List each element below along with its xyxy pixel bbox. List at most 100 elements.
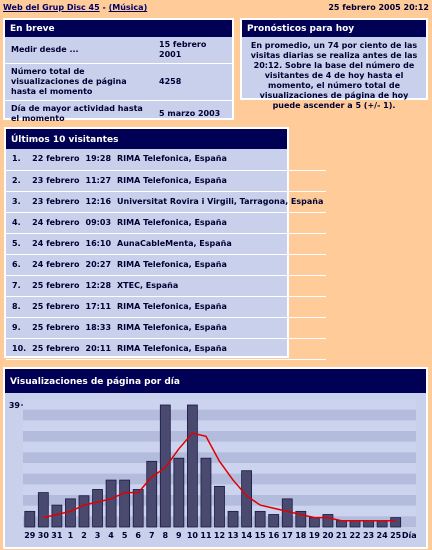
- x-tick-label: 20: [322, 531, 334, 540]
- bar: [376, 520, 388, 528]
- bar: [214, 485, 225, 528]
- visitor-date: 24 febrero: [29, 233, 83, 255]
- bar: [186, 404, 198, 528]
- plot-stripe: [23, 399, 416, 410]
- visitor-isp: AunaCableMenta, España: [114, 233, 327, 255]
- visitor-row: 1. 22 febrero 19:28 RIMA Telefonica, España: [6, 149, 327, 171]
- bar: [119, 479, 131, 528]
- x-tick-label: 30: [38, 531, 50, 540]
- panel-title: En breve: [5, 20, 232, 37]
- visitor-time: 11:27: [82, 170, 115, 192]
- plot-stripe: [23, 420, 416, 431]
- x-tick-label: 16: [268, 531, 280, 540]
- visitor-isp: RIMA Telefonica, España: [114, 296, 327, 318]
- visitor-index: 7.: [6, 275, 30, 297]
- summary-label: Día de mayor actividad hasta el momento: [5, 100, 155, 128]
- bar: [78, 495, 90, 528]
- bar: [254, 510, 266, 528]
- x-tick-label: 2: [81, 531, 87, 540]
- bar: [322, 514, 334, 528]
- x-tick-label: 13: [227, 531, 238, 540]
- site-link[interactable]: Web del Grup Disc 45: [3, 3, 100, 12]
- x-tick-label: 8: [163, 531, 169, 540]
- datetime: 25 febrero 2005 20:12: [328, 3, 429, 12]
- x-tick-label: 19: [309, 531, 321, 540]
- visitor-date: 25 febrero: [29, 296, 83, 318]
- visitor-time: 12:28: [82, 275, 115, 297]
- bar: [24, 510, 36, 528]
- panel-title: Pronósticos para hoy: [242, 20, 426, 37]
- visitors-table: 1. 22 febrero 19:28 RIMA Telefonica, España…: [6, 149, 327, 360]
- visitor-time: 16:10: [82, 233, 115, 255]
- visitor-date: 24 febrero: [29, 254, 83, 276]
- summary-row: Número total de visualizaciones de págin…: [5, 63, 232, 101]
- x-tick-label: 7: [149, 531, 155, 540]
- panel-title: Últimos 10 visitantes: [6, 129, 287, 149]
- x-tick-label: 23: [363, 531, 374, 540]
- bar: [268, 514, 280, 528]
- bar: [349, 520, 361, 528]
- visitor-time: 19:28: [82, 149, 115, 171]
- bar: [92, 489, 103, 528]
- visitor-row: 3. 23 febrero 12:16 Universitat Rovira i Vi…: [6, 191, 327, 213]
- summary-label: Número total de visualizaciones de págin…: [5, 63, 155, 101]
- visitor-time: 12:16: [82, 191, 115, 213]
- y-tick-label: 39: [9, 401, 21, 410]
- chart-title: Visualizaciones de página por día: [5, 369, 426, 393]
- bar: [132, 489, 144, 528]
- visitor-row: 4. 24 febrero 09:03 RIMA Telefonica, España: [6, 212, 327, 234]
- visitor-row: 8. 25 febrero 17:11 RIMA Telefonica, España: [6, 296, 327, 318]
- bar: [146, 460, 158, 528]
- summary-row: Día de mayor actividad hasta el momento 5…: [5, 100, 232, 128]
- visitor-date: 25 febrero: [29, 275, 83, 297]
- x-tick-label: 10: [187, 531, 199, 540]
- visitor-index: 4.: [6, 212, 30, 234]
- visitor-time: 09:03: [82, 212, 115, 234]
- visitor-isp: RIMA Telefonica, España: [114, 254, 327, 276]
- category-link[interactable]: (Música): [108, 3, 148, 12]
- visitor-index: 10.: [6, 338, 30, 360]
- visitor-isp: RIMA Telefonica, España: [114, 317, 327, 339]
- visitor-isp: RIMA Telefonica, España: [114, 149, 327, 171]
- visitor-row: 7. 25 febrero 12:28 XTEC, España: [6, 275, 327, 297]
- x-tick-label: 17: [282, 531, 293, 540]
- bar: [308, 517, 320, 528]
- visitor-row: 9. 25 febrero 18:33 RIMA Telefonica, España: [6, 317, 327, 339]
- visitor-date: 24 febrero: [29, 212, 83, 234]
- x-tick-label: 22: [349, 531, 360, 540]
- x-tick-label: 3: [95, 531, 101, 540]
- visitor-row: 6. 24 febrero 20:27 RIMA Telefonica, España: [6, 254, 327, 276]
- x-tick-label: 9: [176, 531, 182, 540]
- chart-panel: Visualizaciones de página por día 39 2 9 30…: [3, 367, 428, 549]
- x-tick-label: 6: [135, 531, 141, 540]
- summary-label: Medir desde ...: [5, 37, 155, 64]
- visitor-index: 9.: [6, 317, 30, 339]
- summary-value: 15 febrero 2001: [155, 37, 232, 64]
- x-tick-label: 4: [108, 531, 114, 540]
- x-tick-label: 12: [214, 531, 225, 540]
- bar: [390, 517, 402, 528]
- bar: [363, 520, 374, 528]
- visitor-index: 2.: [6, 170, 30, 192]
- plot-stripe: [23, 463, 416, 474]
- visitor-date: 23 febrero: [29, 191, 83, 213]
- visitor-index: 6.: [6, 254, 30, 276]
- bar: [37, 492, 49, 528]
- x-tick-label: 11: [200, 531, 212, 540]
- visitor-isp: RIMA Telefonica, España: [114, 338, 327, 360]
- visitor-isp: RIMA Telefonica, España: [114, 212, 327, 234]
- trend-line: [43, 432, 396, 522]
- bar: [295, 510, 307, 528]
- visitor-time: 20:27: [82, 254, 115, 276]
- x-tick-label: 31: [51, 531, 63, 540]
- x-tick-label: 24: [377, 531, 389, 540]
- separator: -: [102, 3, 106, 12]
- visitor-index: 5.: [6, 233, 30, 255]
- visitor-row: 5. 24 febrero 16:10 AunaCableMenta, España: [6, 233, 327, 255]
- x-tick-label: 14: [241, 531, 253, 540]
- x-tick-label: 15: [255, 531, 267, 540]
- summary-row: Medir desde ... 15 febrero 2001: [5, 37, 232, 64]
- visitor-index: 1.: [6, 149, 30, 171]
